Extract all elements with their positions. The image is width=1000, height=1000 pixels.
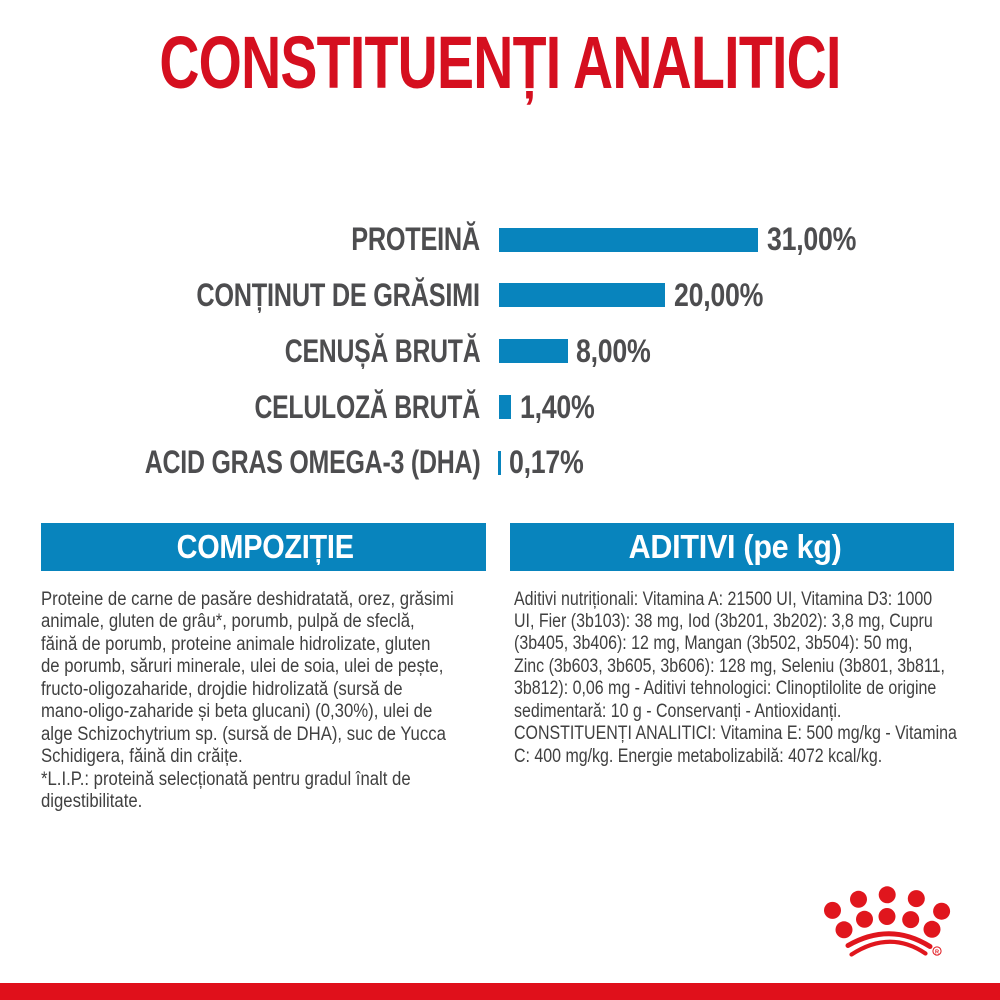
svg-text:R: R	[935, 949, 939, 955]
